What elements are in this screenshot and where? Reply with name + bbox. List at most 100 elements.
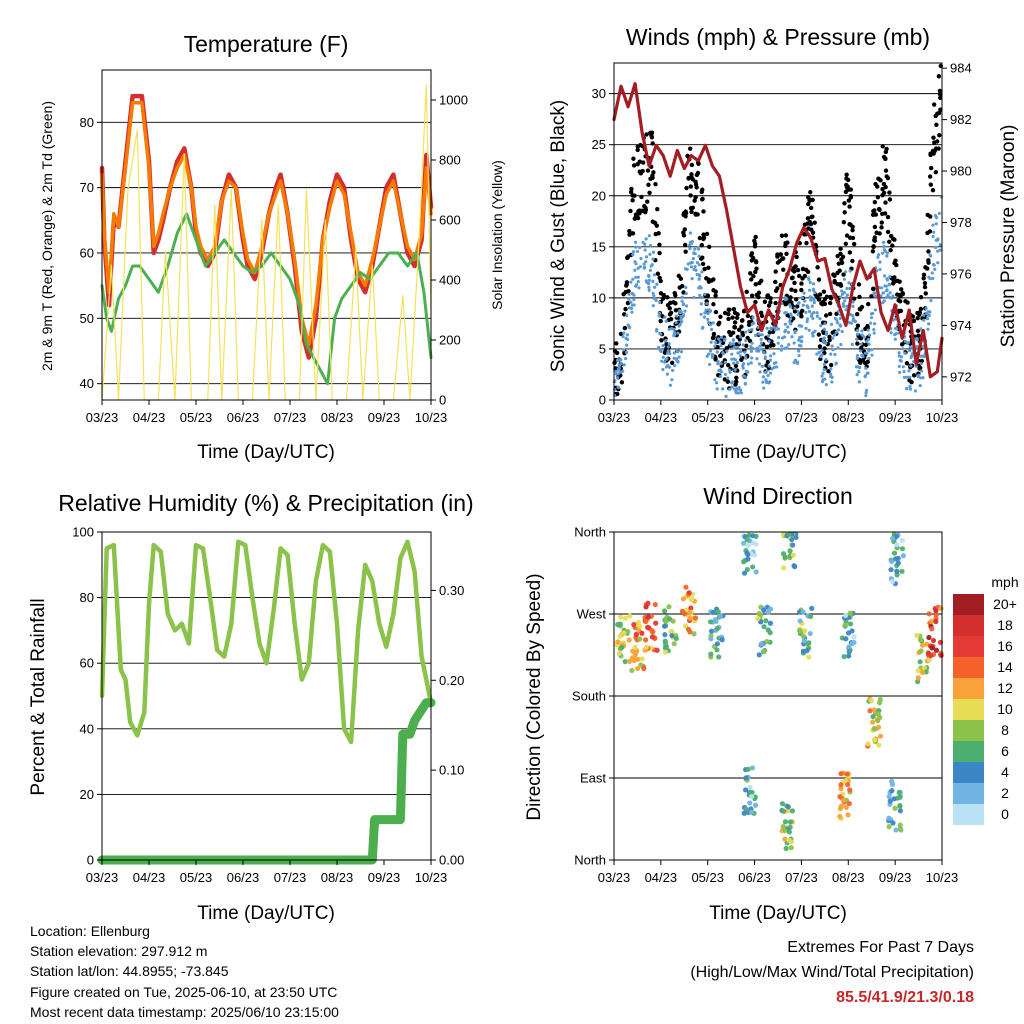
winds-wind-point xyxy=(750,328,754,332)
winds-gust-point xyxy=(927,229,933,234)
winds-gust-point xyxy=(885,229,891,235)
winds-wind-point xyxy=(632,297,636,302)
direction-point xyxy=(926,611,932,617)
winds-wind-point xyxy=(907,369,911,373)
winds-wind-point xyxy=(651,257,655,261)
direction-point xyxy=(877,733,884,739)
winds-wind-point xyxy=(627,297,631,301)
winds-gust-point xyxy=(706,265,711,270)
winds-gust-point xyxy=(658,318,663,324)
winds-gust-point xyxy=(650,175,655,181)
winds-gust-point xyxy=(877,207,882,212)
winds-gust-point xyxy=(880,211,885,216)
direction-point xyxy=(740,540,747,546)
legend-swatch xyxy=(953,804,984,825)
winds-gust-point xyxy=(739,357,744,363)
legend-swatch xyxy=(953,741,984,762)
winds-ytick-label: 30 xyxy=(592,86,606,101)
direction-point xyxy=(865,741,871,747)
winds-wind-point xyxy=(902,369,906,374)
winds-gust-point xyxy=(688,193,693,198)
winds-y2tick-label: 972 xyxy=(950,369,972,384)
winds-gust-point xyxy=(884,174,889,179)
direction-point xyxy=(749,564,756,570)
winds-gust-point xyxy=(762,299,768,304)
winds-gust-point xyxy=(879,225,884,230)
direction-panel: Wind Direction Direction (Colored By Spe… xyxy=(524,483,1019,924)
winds-wind-point xyxy=(769,326,773,330)
winds-gust-point xyxy=(869,294,874,299)
winds-wind-point xyxy=(767,339,771,343)
winds-gust-point xyxy=(937,88,943,94)
winds-wind-point xyxy=(661,344,665,348)
winds-wind-point xyxy=(921,376,925,380)
winds-wind-point xyxy=(913,389,918,393)
winds-wind-point xyxy=(871,311,875,316)
winds-gust-point xyxy=(630,231,636,236)
winds-wind-point xyxy=(820,348,824,353)
direction-point xyxy=(666,616,673,622)
winds-gust-point xyxy=(893,258,898,263)
winds-gust-point xyxy=(844,233,850,238)
winds-gust-point xyxy=(701,209,706,214)
direction-point xyxy=(875,711,881,717)
winds-wind-point xyxy=(711,321,715,325)
extremes-title: Extremes For Past 7 Days xyxy=(787,939,974,956)
direction-point xyxy=(743,775,749,781)
direction-point xyxy=(871,707,878,713)
legend-swatch xyxy=(953,762,984,783)
winds-gust-point xyxy=(645,199,650,204)
direction-point xyxy=(875,718,881,724)
direction-point xyxy=(785,804,791,810)
direction-point xyxy=(851,634,857,640)
winds-gust-point xyxy=(731,306,737,312)
legend-label: 2 xyxy=(1001,785,1009,801)
winds-gust-point xyxy=(847,204,852,209)
winds-gust-point xyxy=(828,296,834,301)
winds-gust-point xyxy=(883,156,888,161)
winds-wind-point xyxy=(835,318,839,322)
humidity-xtick-label: 05/23 xyxy=(180,870,213,885)
winds-wind-point xyxy=(647,278,652,282)
temperature-y2tick-label: 600 xyxy=(439,213,461,228)
winds-wind-point xyxy=(866,371,870,375)
direction-point xyxy=(743,787,749,793)
direction-point xyxy=(758,641,764,647)
winds-wind-point xyxy=(616,358,620,362)
winds-gust-point xyxy=(929,165,934,171)
direction-point xyxy=(649,634,656,640)
winds-gust-point xyxy=(918,306,924,312)
direction-point xyxy=(632,644,638,650)
winds-wind-point xyxy=(698,293,702,297)
winds-wind-point xyxy=(663,315,667,319)
winds-wind-point xyxy=(647,234,651,238)
winds-wind-point xyxy=(706,320,711,325)
winds-gust-point xyxy=(725,379,731,384)
winds-gust-point xyxy=(695,170,701,176)
direction-point xyxy=(747,784,753,790)
winds-wind-point xyxy=(806,276,811,280)
winds-wind-point xyxy=(629,280,633,284)
winds-wind-point xyxy=(824,383,828,387)
winds-gust-point xyxy=(671,300,676,305)
direction-xtick-label: 10/23 xyxy=(926,870,959,885)
winds-wind-point xyxy=(872,291,877,295)
winds-gust-point xyxy=(823,313,829,318)
winds-wind-point xyxy=(706,317,710,321)
direction-point xyxy=(617,614,624,620)
direction-legend: 20+ 18 16 14 12 10 8 6 4 2 0 xyxy=(953,594,1017,825)
winds-wind-point xyxy=(670,368,675,373)
humidity-ytick-label: 0 xyxy=(87,853,94,868)
winds-wind-point xyxy=(811,316,815,321)
winds-wind-point xyxy=(898,370,902,375)
winds-gust-point xyxy=(628,189,634,195)
winds-gust-point xyxy=(777,258,782,264)
winds-wind-point xyxy=(717,337,721,341)
winds-gust-point xyxy=(933,169,939,175)
winds-wind-point xyxy=(850,342,854,346)
winds-y2tick-label: 982 xyxy=(950,112,972,127)
extremes-values: 85.5/41.9/21.3/0.18 xyxy=(836,989,974,1006)
winds-wind-point xyxy=(862,335,866,339)
humidity-ytick-label: 40 xyxy=(80,721,94,736)
temperature-y2tick-label: 800 xyxy=(439,153,461,168)
